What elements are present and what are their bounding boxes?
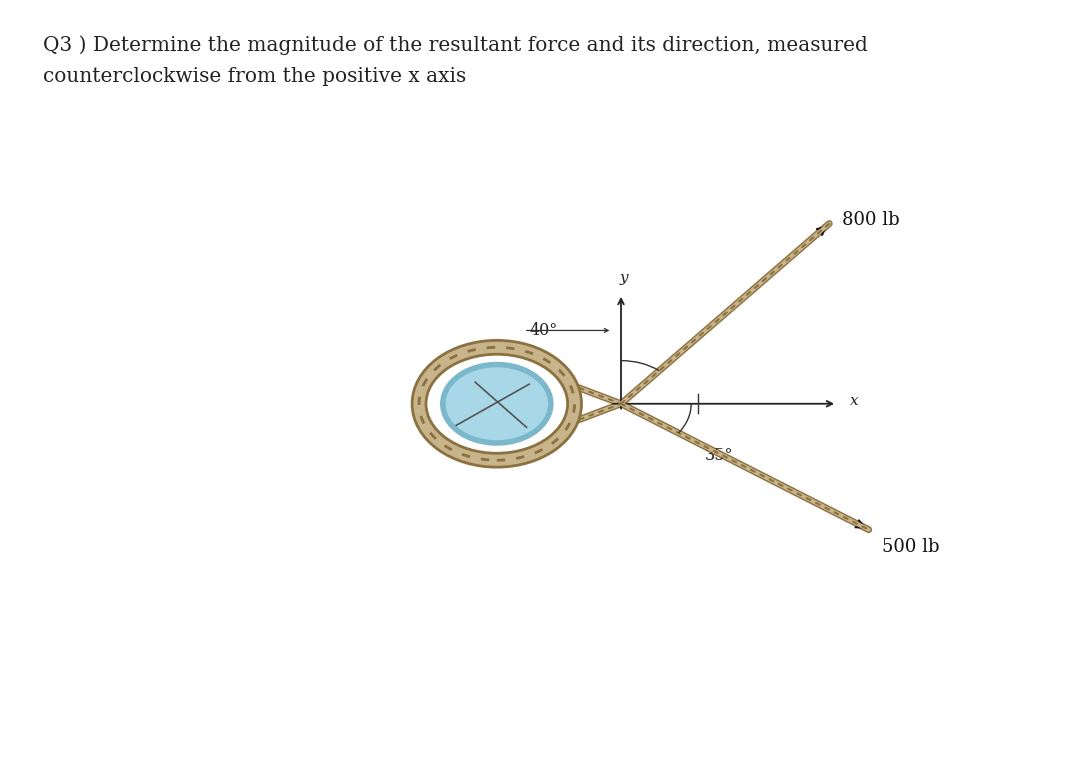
- Text: y: y: [620, 270, 629, 285]
- Text: 800 lb: 800 lb: [842, 211, 900, 229]
- Text: counterclockwise from the positive x axis: counterclockwise from the positive x axi…: [43, 67, 467, 85]
- Text: x: x: [850, 394, 859, 408]
- Text: 35°: 35°: [705, 447, 733, 464]
- Circle shape: [443, 365, 551, 443]
- Text: Q3 ) Determine the magnitude of the resultant force and its direction, measured: Q3 ) Determine the magnitude of the resu…: [43, 35, 868, 55]
- Text: 500 lb: 500 lb: [881, 538, 940, 556]
- Text: 40°: 40°: [529, 322, 557, 339]
